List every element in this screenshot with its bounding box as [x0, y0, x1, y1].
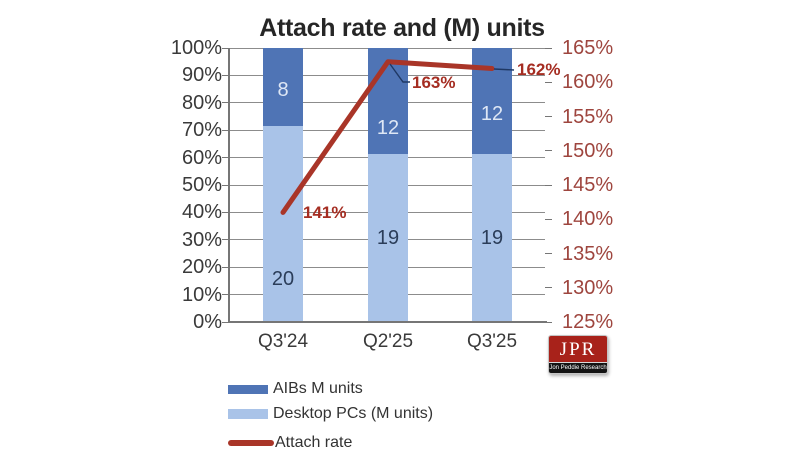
legend-swatch-desktop-pcs — [228, 409, 268, 419]
bar-value-label-aibs: 12 — [480, 103, 504, 125]
attach-rate-point-label: 163% — [412, 73, 456, 92]
y-axis-label-right: 160% — [562, 71, 614, 94]
x-axis-category-label: Q2'25 — [362, 331, 414, 352]
y-axis-tick-right — [545, 150, 552, 152]
y-axis-tick-left — [222, 74, 229, 76]
y-axis-label-right: 125% — [562, 311, 614, 333]
y-axis-tick-left — [222, 184, 229, 186]
y-axis-tick-right — [545, 253, 552, 254]
chart-title: Attach rate and (M) units — [259, 14, 545, 42]
y-axis-tick-left — [222, 321, 229, 323]
y-axis-tick-left — [222, 47, 229, 49]
bar-segment-aibs — [472, 48, 512, 154]
legend-label-desktop-pcs: Desktop PCs (M units) — [273, 405, 434, 422]
bar-value-label-aibs: 12 — [376, 117, 400, 139]
y-axis-tick-right — [545, 81, 552, 83]
x-axis-category-label: Q3'25 — [466, 331, 518, 352]
y-axis-label-left: 60% — [181, 146, 222, 169]
legend-item-desktop-pcs: Desktop PCs (M units) — [228, 405, 433, 423]
bar-value-label-desktop-pcs: 19 — [480, 227, 504, 249]
y-axis-label-left: 70% — [181, 119, 222, 142]
legend-label-aibs: AIBs M units — [273, 380, 363, 397]
legend-label-attach-rate: Attach rate — [275, 434, 353, 451]
legend-item-attach-rate: Attach rate — [228, 434, 352, 452]
attach-rate-point-label: 162% — [517, 60, 561, 79]
x-axis-line — [228, 321, 547, 323]
y-axis-label-left: 30% — [181, 228, 222, 251]
y-axis-label-left: 10% — [181, 283, 222, 306]
y-axis-tick-left — [222, 157, 229, 159]
y-axis-label-right: 130% — [562, 276, 614, 299]
y-axis-line — [228, 48, 230, 323]
jpr-logo: JPR Jon Peddie Research — [548, 335, 608, 374]
jpr-logo-subtext: Jon Peddie Research — [549, 362, 607, 373]
y-axis-tick-right — [545, 218, 552, 220]
x-axis-category-label: Q3'24 — [257, 331, 309, 352]
y-axis-tick-left — [222, 239, 229, 241]
y-axis-label-right: 145% — [562, 174, 614, 196]
y-axis-label-left: 90% — [181, 64, 222, 87]
y-axis-label-right: 135% — [562, 242, 614, 265]
legend-swatch-aibs — [228, 384, 268, 394]
y-axis-tick-right — [545, 184, 552, 186]
y-axis-label-left: 50% — [181, 174, 222, 196]
y-axis-tick-left — [222, 211, 229, 213]
legend-item-aibs: AIBs M units — [228, 380, 363, 398]
y-axis-tick-left — [222, 294, 229, 296]
y-axis-tick-left — [222, 266, 229, 268]
y-axis-label-right: 150% — [562, 139, 614, 162]
y-axis-tick-right — [545, 47, 552, 49]
y-axis-tick-left — [222, 102, 229, 104]
bar-value-label-aibs: 8 — [277, 79, 289, 101]
y-axis-label-left: 0% — [193, 311, 222, 333]
bar-value-label-desktop-pcs: 19 — [376, 227, 400, 249]
y-axis-label-right: 140% — [562, 208, 614, 231]
bar-segment-desktop-pcs — [263, 126, 303, 322]
y-axis-tick-right — [545, 287, 552, 289]
y-axis-label-left: 80% — [181, 91, 222, 114]
legend-swatch-attach-rate — [228, 440, 274, 446]
bar-value-label-desktop-pcs: 20 — [271, 268, 295, 290]
y-axis-tick-right — [545, 321, 552, 323]
y-axis-label-right: 155% — [562, 105, 614, 128]
jpr-logo-text: JPR — [559, 338, 597, 360]
y-axis-label-left: 40% — [181, 201, 222, 224]
y-axis-label-left: 20% — [181, 256, 222, 279]
y-axis-label-left: 100% — [170, 37, 222, 59]
y-axis-label-right: 165% — [562, 37, 614, 59]
jpr-logo-mark: JPR — [549, 336, 607, 362]
attach-rate-point-label: 141% — [303, 203, 347, 222]
y-axis-tick-right — [545, 116, 552, 117]
plot-area: 8 20 12 19 12 19 — [229, 47, 545, 323]
y-axis-tick-left — [222, 129, 229, 131]
